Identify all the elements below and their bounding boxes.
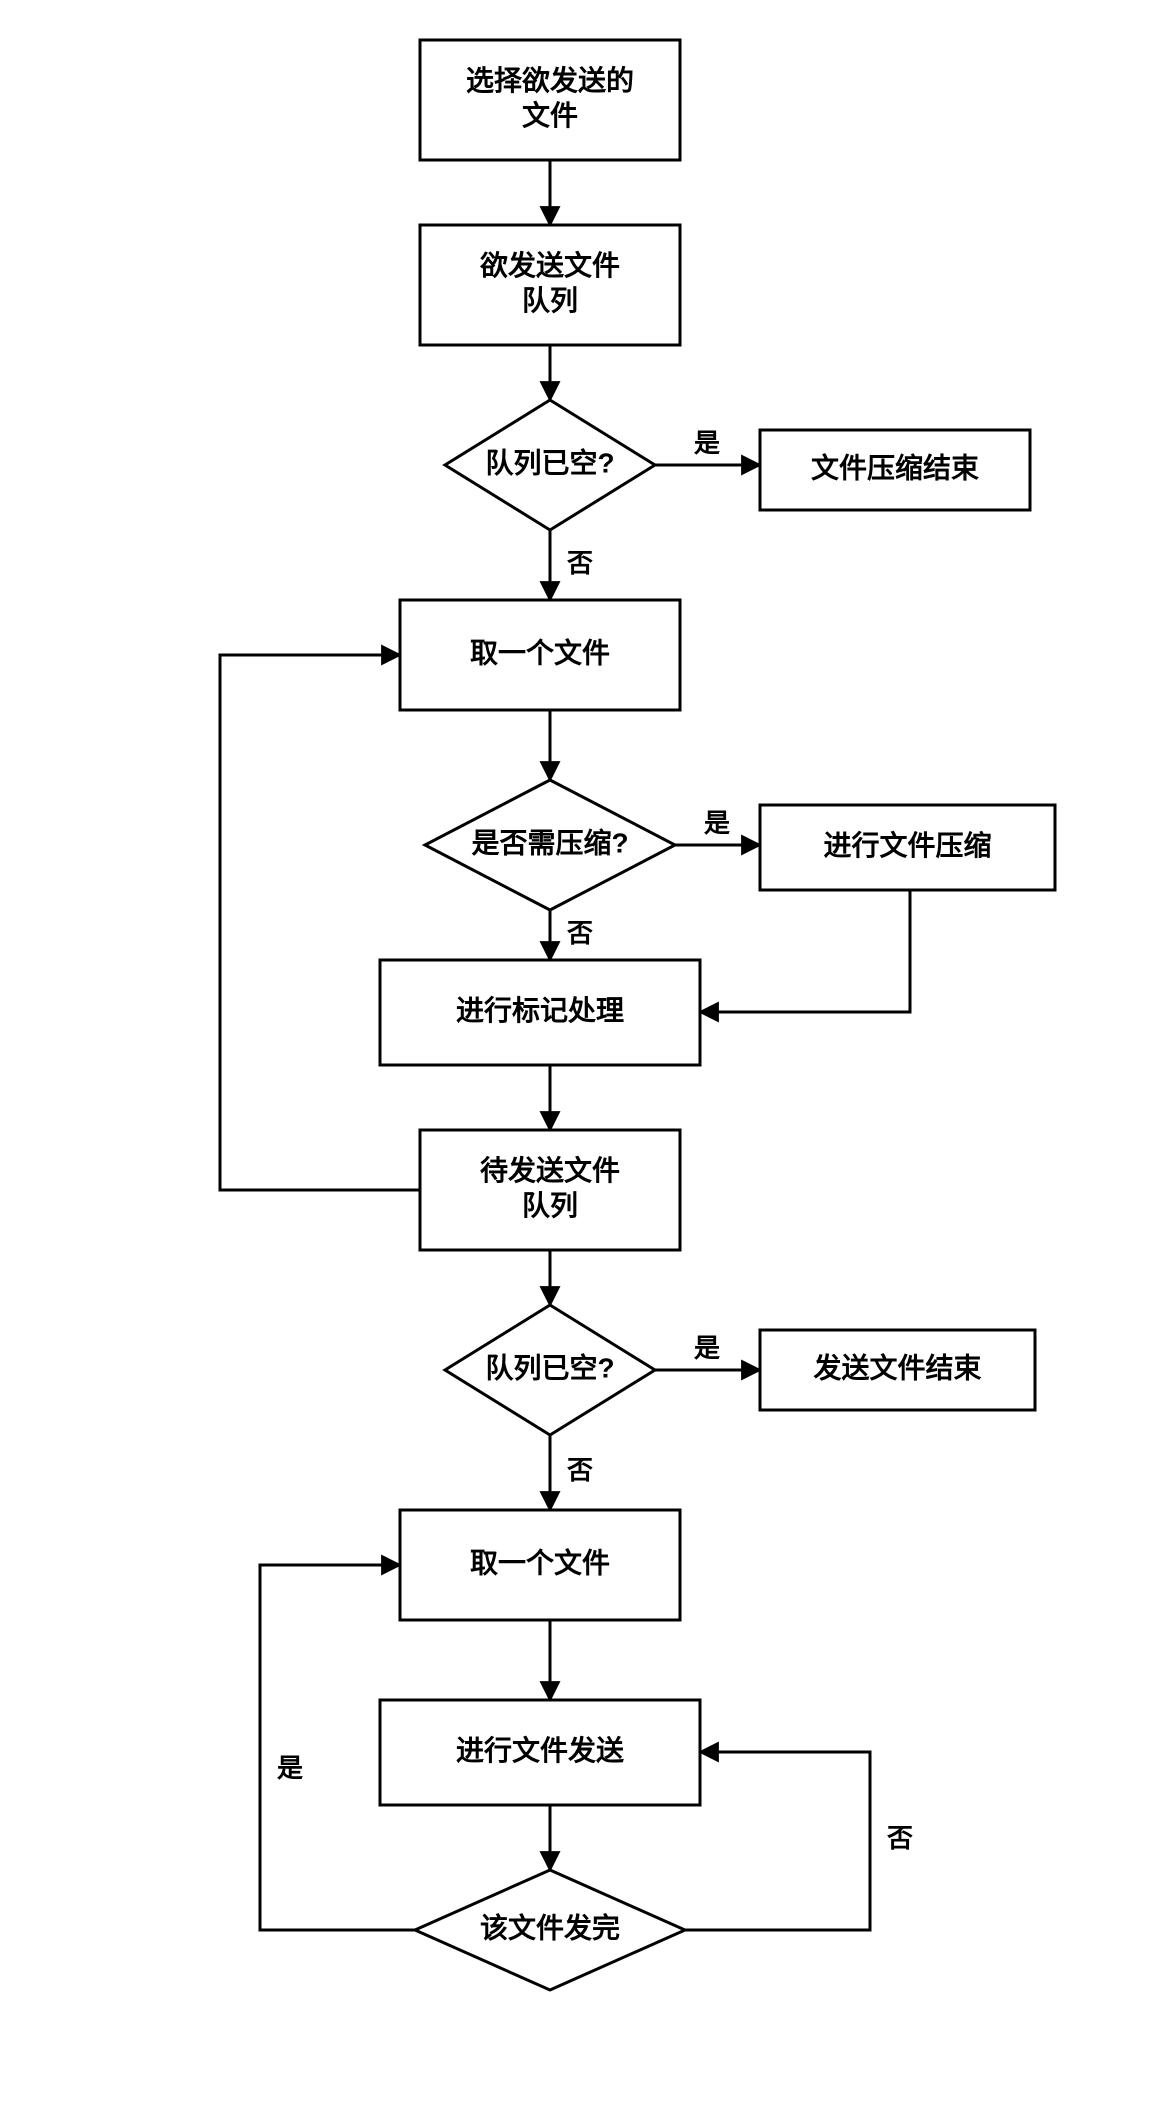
node-label: 取一个文件	[470, 1546, 610, 1578]
node-label: 队列	[522, 1190, 578, 1221]
node-label: 队列	[522, 285, 578, 316]
flow-edge	[700, 890, 910, 1012]
flow-node-d4: 该文件发完	[415, 1870, 685, 1990]
flow-node-n1: 选择欲发送的文件	[420, 40, 680, 160]
node-label: 进行文件发送	[456, 1734, 624, 1766]
flow-edge	[220, 655, 420, 1190]
node-label: 取一个文件	[470, 636, 610, 668]
node-label: 发送文件结束	[812, 1351, 981, 1383]
edge-label: 否	[567, 1455, 593, 1485]
node-label: 该文件发完	[480, 1911, 620, 1943]
node-label: 文件	[522, 99, 578, 131]
node-label: 队列已空?	[485, 446, 614, 478]
flow-node-n8: 发送文件结束	[760, 1330, 1035, 1410]
flow-node-n6: 进行标记处理	[380, 960, 700, 1065]
nodes-group: 选择欲发送的文件欲发送文件队列队列已空?文件压缩结束取一个文件是否需压缩?进行文…	[380, 40, 1055, 1990]
flow-node-n7: 待发送文件队列	[420, 1130, 680, 1250]
flow-node-n9: 取一个文件	[400, 1510, 680, 1620]
flow-node-n3: 文件压缩结束	[760, 430, 1030, 510]
node-label: 队列已空?	[485, 1351, 614, 1383]
edge-label: 否	[567, 548, 593, 578]
edge-label: 是	[704, 808, 730, 838]
flow-node-d2: 是否需压缩?	[425, 780, 675, 910]
edge-label: 否	[887, 1823, 913, 1853]
node-label: 是否需压缩?	[471, 826, 628, 858]
flow-node-d1: 队列已空?	[445, 400, 655, 530]
edge-label: 是	[694, 1333, 720, 1363]
edge-label: 是	[694, 428, 720, 458]
flow-node-d3: 队列已空?	[445, 1305, 655, 1435]
edge-label: 否	[567, 918, 593, 948]
flow-node-n5: 进行文件压缩	[760, 805, 1055, 890]
node-label: 进行文件压缩	[823, 829, 991, 861]
node-label: 选择欲发送的	[466, 64, 634, 96]
node-label: 待发送文件	[480, 1154, 620, 1186]
edge-label: 是	[277, 1753, 303, 1783]
node-label: 欲发送文件	[479, 249, 620, 281]
flowchart-canvas: 是否是否是否否是选择欲发送的文件欲发送文件队列队列已空?文件压缩结束取一个文件是…	[0, 0, 1169, 2127]
node-label: 文件压缩结束	[811, 451, 979, 483]
node-label: 进行标记处理	[456, 994, 624, 1026]
flow-node-n10: 进行文件发送	[380, 1700, 700, 1805]
flow-edge	[685, 1752, 870, 1930]
flow-node-n4: 取一个文件	[400, 600, 680, 710]
flow-node-n2: 欲发送文件队列	[420, 225, 680, 345]
